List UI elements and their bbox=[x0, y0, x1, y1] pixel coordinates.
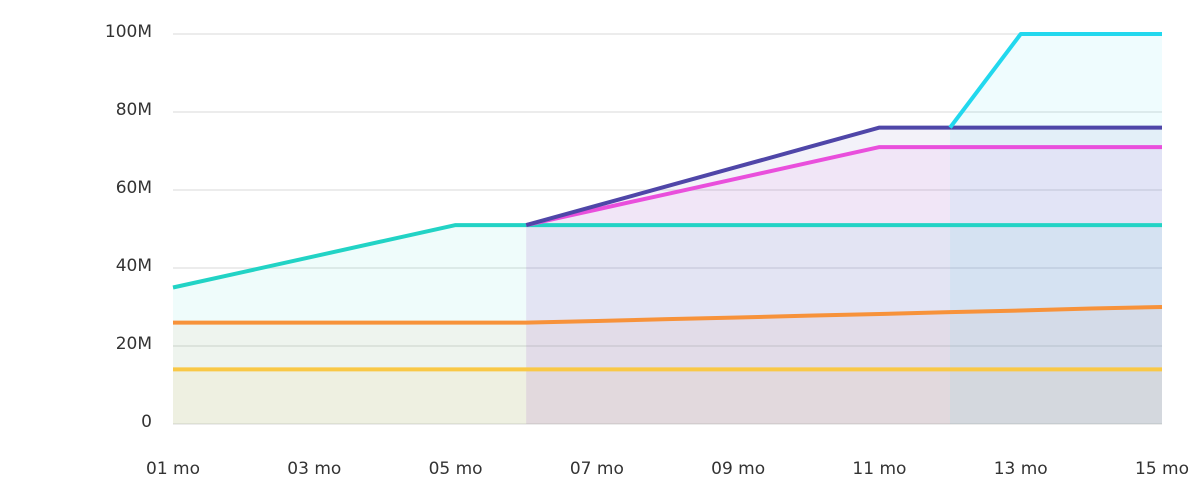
x-tick-label: 03 mo bbox=[287, 459, 341, 479]
area bbox=[173, 307, 1162, 424]
y-tick-label: 100M bbox=[105, 22, 152, 42]
x-tick-label: 05 mo bbox=[429, 459, 483, 479]
x-tick-label: 07 mo bbox=[570, 459, 624, 479]
line bbox=[173, 305, 1163, 325]
x-tick-label: 15 mo bbox=[1135, 459, 1189, 479]
y-tick-label: 0 bbox=[141, 412, 152, 432]
x-tick-label: 13 mo bbox=[994, 459, 1048, 479]
x-tick-label: 11 mo bbox=[852, 459, 906, 479]
line bbox=[525, 145, 1162, 228]
area bbox=[526, 127, 1162, 424]
line bbox=[525, 125, 1162, 228]
y-tick-label: 20M bbox=[116, 334, 152, 354]
area bbox=[173, 225, 1162, 424]
line bbox=[948, 32, 1162, 129]
x-tick-label: 09 mo bbox=[711, 459, 765, 479]
y-tick-label: 60M bbox=[116, 178, 152, 198]
area bbox=[950, 34, 1162, 424]
line bbox=[172, 223, 1162, 290]
y-tick-label: 80M bbox=[116, 100, 152, 120]
y-tick-label: 40M bbox=[116, 256, 152, 276]
area bbox=[173, 369, 1162, 424]
area bbox=[526, 147, 1162, 424]
x-tick-label: 01 mo bbox=[146, 459, 200, 479]
